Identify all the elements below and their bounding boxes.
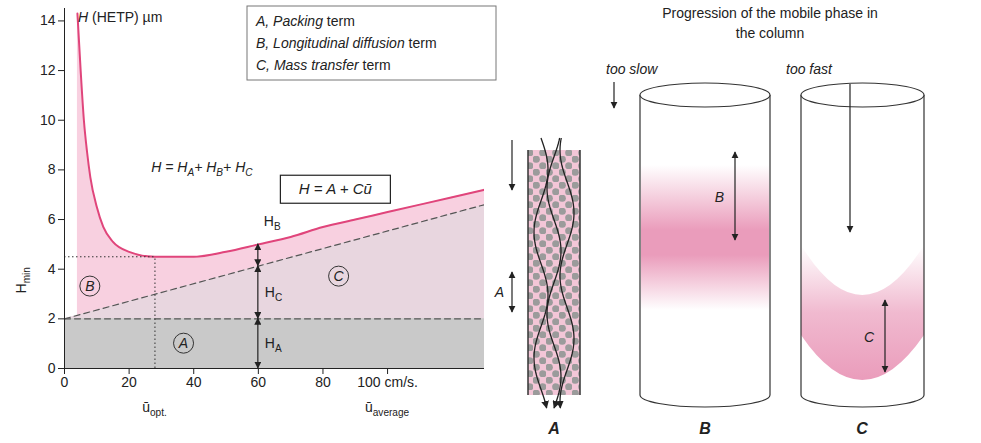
svg-text:Progression of the mobile phas: Progression of the mobile phase in [662, 5, 878, 21]
svg-text:14: 14 [40, 12, 56, 28]
svg-text:20: 20 [121, 374, 137, 390]
svg-text:HB: HB [264, 213, 281, 232]
svg-text:4: 4 [48, 261, 56, 277]
svg-text:H = HA+ HB+ HC: H = HA+ HB+ HC [151, 159, 253, 178]
svg-text:C: C [864, 329, 875, 345]
svg-text:Hmin: Hmin [13, 267, 32, 293]
svg-text:C, Mass transfer term: C, Mass transfer term [256, 57, 391, 73]
svg-text:80: 80 [315, 374, 331, 390]
svg-text:C: C [334, 268, 345, 284]
svg-text:HC: HC [265, 284, 282, 303]
svg-text:B: B [715, 189, 724, 205]
svg-text:A: A [178, 335, 188, 351]
svg-text:B, Longitudinal diffusion term: B, Longitudinal diffusion term [256, 35, 437, 51]
svg-text:40: 40 [186, 374, 202, 390]
svg-text:0: 0 [48, 360, 56, 376]
svg-text:ūaverage: ūaverage [365, 399, 410, 418]
svg-text:too slow: too slow [606, 61, 658, 77]
svg-text:C: C [856, 420, 868, 437]
svg-text:H (HETP) µm: H (HETP) µm [78, 9, 162, 25]
svg-text:too fast: too fast [786, 61, 833, 77]
svg-text:ūopt.: ūopt. [142, 399, 167, 418]
svg-text:6: 6 [48, 211, 56, 227]
svg-text:0: 0 [61, 374, 69, 390]
svg-text:A, Packing term: A, Packing term [255, 13, 355, 29]
svg-text:B: B [85, 278, 94, 294]
svg-text:60: 60 [251, 374, 267, 390]
svg-text:B: B [699, 420, 711, 437]
svg-text:8: 8 [48, 161, 56, 177]
svg-text:HA: HA [265, 335, 282, 354]
svg-text:100 cm/s.: 100 cm/s. [357, 374, 418, 390]
svg-text:A: A [494, 284, 504, 300]
svg-text:12: 12 [40, 62, 56, 78]
svg-text:H = A + Cū: H = A + Cū [299, 180, 373, 197]
svg-text:10: 10 [40, 112, 56, 128]
svg-text:2: 2 [48, 310, 56, 326]
svg-text:A: A [547, 420, 560, 437]
svg-text:the column: the column [736, 25, 804, 41]
